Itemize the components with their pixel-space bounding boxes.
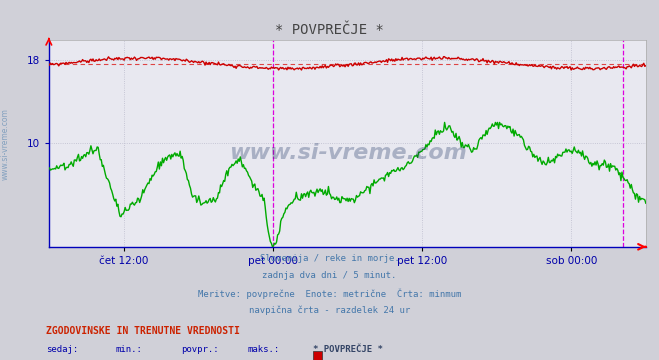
Text: zadnja dva dni / 5 minut.: zadnja dva dni / 5 minut. — [262, 271, 397, 280]
Text: sedaj:: sedaj: — [46, 345, 78, 354]
Text: www.si-vreme.com: www.si-vreme.com — [1, 108, 10, 180]
Text: maks.:: maks.: — [247, 345, 279, 354]
Text: navpična črta - razdelek 24 ur: navpična črta - razdelek 24 ur — [249, 306, 410, 315]
Text: * POVPREČJE *: * POVPREČJE * — [313, 345, 383, 354]
Text: www.si-vreme.com: www.si-vreme.com — [229, 143, 467, 163]
Text: Slovenija / reke in morje.: Slovenija / reke in morje. — [260, 254, 399, 263]
Text: ZGODOVINSKE IN TRENUTNE VREDNOSTI: ZGODOVINSKE IN TRENUTNE VREDNOSTI — [46, 326, 240, 336]
Text: * POVPREČJE *: * POVPREČJE * — [275, 23, 384, 37]
Text: Meritve: povprečne  Enote: metrične  Črta: minmum: Meritve: povprečne Enote: metrične Črta:… — [198, 288, 461, 299]
Text: min.:: min.: — [115, 345, 142, 354]
Text: povpr.:: povpr.: — [181, 345, 219, 354]
